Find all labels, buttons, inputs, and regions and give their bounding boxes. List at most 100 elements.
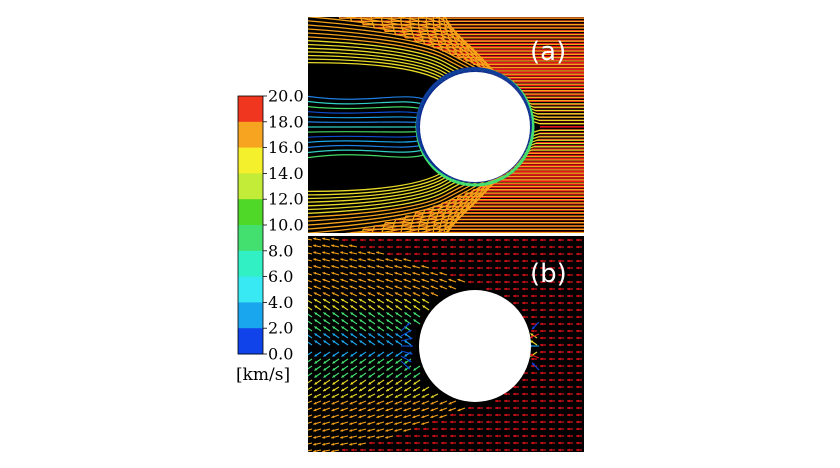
velocity-vector-head	[513, 238, 516, 242]
velocity-vector-head	[305, 395, 308, 398]
velocity-vector-head	[421, 401, 425, 405]
velocity-vector-head	[350, 367, 354, 371]
velocity-vector-head	[414, 448, 417, 452]
velocity-vector-head	[532, 326, 535, 330]
velocity-vector-head	[540, 259, 543, 263]
velocity-vector-head	[486, 413, 489, 417]
velocity-vector-head	[522, 420, 525, 424]
velocity-vector-head	[351, 448, 354, 452]
velocity-vector-head	[558, 343, 561, 347]
velocity-vector-head	[522, 301, 525, 305]
stream-wake	[308, 116, 421, 119]
panel-a: (a)	[308, 17, 584, 233]
velocity-vector-head	[403, 395, 407, 398]
velocity-vector-head	[432, 420, 435, 424]
velocity-vector-head	[340, 258, 344, 261]
velocity-vector-head	[567, 371, 570, 375]
velocity-vector-head	[513, 294, 516, 298]
velocity-vector-head	[567, 406, 570, 410]
velocity-vector-head	[495, 434, 498, 438]
velocity-vector-head	[386, 374, 390, 378]
velocity-vector-head	[323, 333, 327, 337]
velocity-vector-head	[323, 381, 327, 385]
velocity-vector-head	[369, 448, 372, 452]
velocity-vector-head	[477, 448, 480, 452]
velocity-vector-head	[395, 305, 399, 309]
velocity-vector-head	[367, 429, 371, 432]
velocity-vector-head	[531, 434, 534, 438]
velocity-vector-head	[409, 337, 413, 341]
velocity-vector-head	[441, 420, 444, 424]
velocity-vector-head	[313, 237, 316, 241]
velocity-vector	[308, 442, 313, 445]
velocity-vector-head	[540, 336, 543, 340]
velocity-vector-head	[576, 350, 579, 354]
velocity-vector-head	[331, 272, 335, 275]
stream-sheath	[432, 202, 584, 233]
colorbar-tick-label: 20.0	[268, 87, 304, 106]
velocity-vector-head	[422, 388, 426, 392]
velocity-vector-head	[331, 278, 335, 282]
velocity-vector-head	[385, 285, 389, 289]
velocity-vector-head	[314, 388, 318, 392]
velocity-vector-head	[386, 381, 390, 385]
velocity-vector-head	[414, 434, 417, 438]
velocity-vector-head	[504, 392, 507, 396]
velocity-vector-head	[313, 265, 317, 268]
velocity-vector-head	[308, 390, 309, 392]
colorbar-tick-label: 0.0	[268, 345, 293, 364]
velocity-vector-head	[522, 280, 525, 284]
velocity-vector-head	[410, 344, 413, 348]
velocity-vector-head	[549, 287, 552, 291]
velocity-vector-head	[341, 381, 345, 385]
velocity-vector-head	[522, 434, 525, 438]
stream-sheath	[418, 17, 584, 72]
velocity-vector-head	[504, 238, 507, 242]
velocity-vector-head	[394, 395, 398, 398]
stream-sheath	[372, 17, 584, 79]
velocity-vector-head	[340, 435, 344, 439]
velocity-vector-head	[459, 448, 462, 452]
velocity-vector-head	[576, 399, 579, 403]
velocity-vector-head	[558, 364, 561, 368]
stream-sheath	[344, 169, 584, 233]
velocity-vector-head	[549, 427, 552, 431]
stream-wake	[308, 95, 428, 101]
velocity-vector-head	[468, 273, 471, 277]
velocity-vector-head	[576, 273, 579, 277]
velocity-vector-head	[377, 312, 381, 316]
velocity-vector	[308, 449, 313, 452]
velocity-vector	[308, 259, 313, 262]
velocity-vector	[308, 365, 313, 370]
velocity-vector-head	[367, 265, 371, 268]
velocity-vector-head	[358, 442, 362, 446]
colorbar: 20.018.016.014.012.010.08.06.04.02.00.0 …	[236, 87, 304, 386]
velocity-vector-head	[549, 273, 552, 277]
velocity-vector-head	[531, 287, 534, 291]
velocity-vector-head	[495, 420, 498, 424]
velocity-vector-head	[313, 415, 317, 418]
velocity-vector-head	[441, 427, 444, 431]
velocity-vector	[308, 407, 313, 411]
velocity-vector-head	[376, 285, 380, 289]
velocity-vector-head	[558, 294, 561, 298]
velocity-vector-head	[495, 441, 498, 445]
velocity-vector-head	[386, 333, 390, 337]
velocity-vector-head	[376, 251, 380, 255]
velocity-vector-head	[368, 360, 372, 364]
velocity-vector-head	[540, 315, 543, 319]
velocity-vector-head	[405, 245, 408, 249]
velocity-vector-head	[359, 319, 363, 323]
velocity-vector-head	[405, 252, 408, 256]
velocity-vector-head	[576, 434, 579, 438]
velocity-vector-head	[376, 435, 380, 439]
velocity-vector-head	[522, 273, 525, 277]
velocity-vector-head	[504, 294, 507, 298]
velocity-vector-head	[477, 252, 480, 256]
velocity-vector-head	[513, 280, 516, 284]
velocity-vector-head	[432, 245, 435, 249]
velocity-vector-head	[385, 292, 389, 295]
velocity-vector-head	[358, 251, 362, 255]
velocity-vector	[308, 414, 313, 417]
velocity-vector-head	[504, 273, 507, 277]
